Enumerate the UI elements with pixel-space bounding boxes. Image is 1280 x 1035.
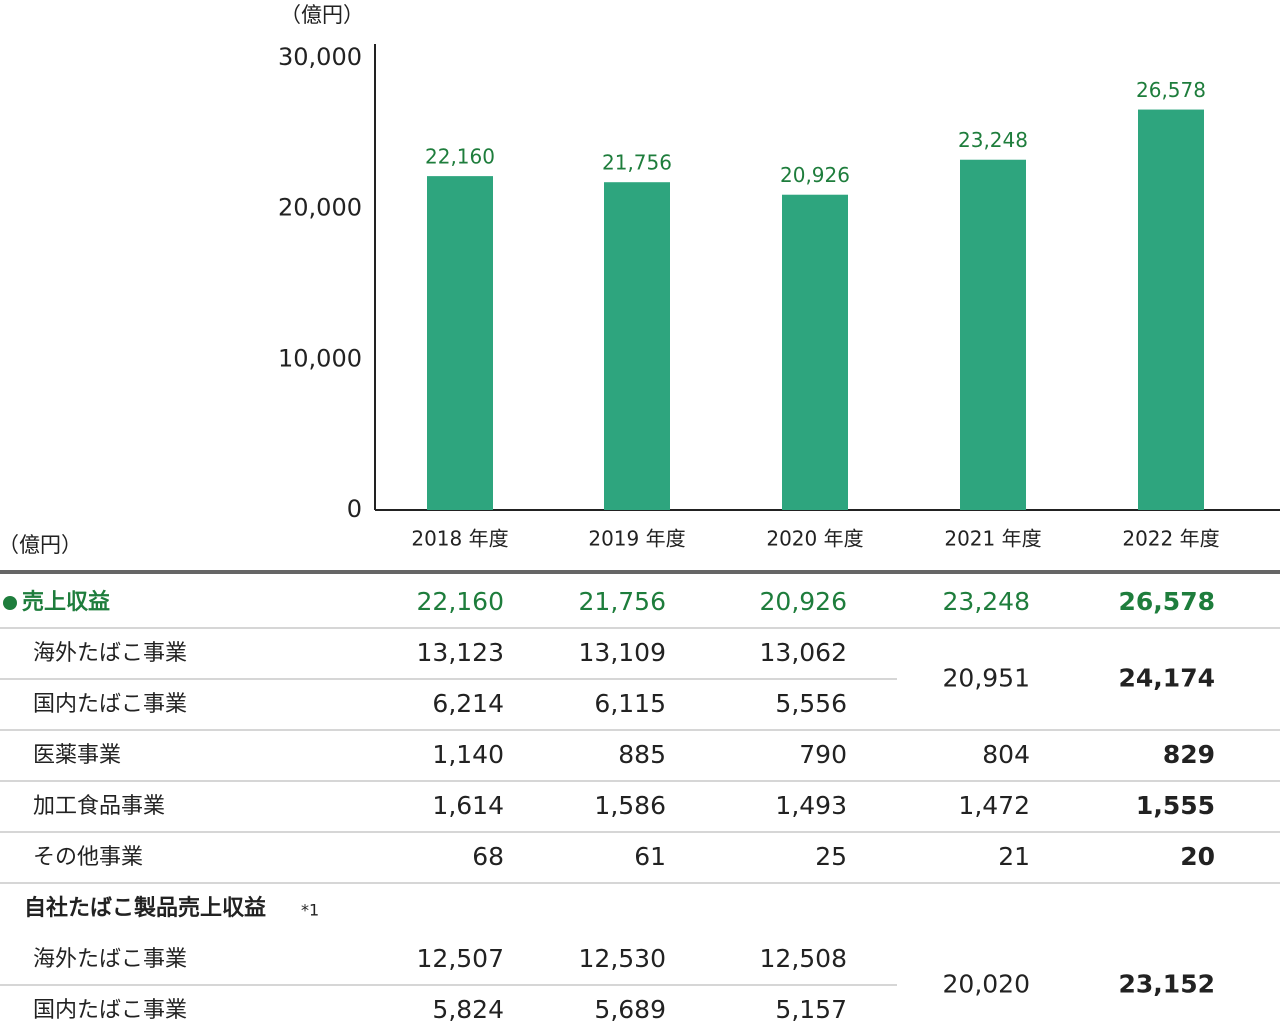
- bullet: [3, 596, 17, 610]
- table-cell: 25: [815, 842, 847, 871]
- table-cell: 885: [618, 740, 666, 769]
- table-cell: 61: [634, 842, 666, 871]
- y-tick-label: 0: [347, 495, 362, 523]
- x-tick-label: 2021 年度: [944, 527, 1041, 551]
- table-cell: 20: [1180, 842, 1215, 871]
- bar: [782, 194, 848, 510]
- table-cell: 13,062: [760, 638, 847, 667]
- row-label: 自社たばこ製品売上収益: [24, 895, 266, 921]
- table-cell: 20,951: [943, 664, 1030, 693]
- footnote-mark: *1: [301, 901, 319, 920]
- table-cell: 5,824: [432, 995, 504, 1024]
- table-cell: 21: [998, 842, 1030, 871]
- x-tick-label: 2018 年度: [411, 527, 508, 551]
- table-cell: 790: [799, 740, 847, 769]
- row-label: 加工食品事業: [33, 794, 165, 819]
- table-cell: 1,555: [1136, 791, 1215, 820]
- table-cell: 13,109: [579, 638, 666, 667]
- table-cell: 68: [472, 842, 504, 871]
- row-label: 国内たばこ事業: [33, 998, 187, 1023]
- table-cell: 5,157: [775, 995, 847, 1024]
- bar: [960, 159, 1026, 510]
- row-label: 医薬事業: [33, 743, 121, 768]
- bar: [427, 176, 493, 510]
- table-cell: 804: [982, 740, 1030, 769]
- table-cell: 12,530: [579, 944, 666, 973]
- table-cell: 12,507: [417, 944, 504, 973]
- table-cell: 5,689: [594, 995, 666, 1024]
- x-tick-label: 2020 年度: [766, 527, 863, 551]
- y-axis-label: （億円）: [280, 3, 364, 27]
- table-cell: 6,115: [594, 689, 666, 718]
- table-cell: 26,578: [1119, 587, 1215, 616]
- table-cell: 1,472: [958, 791, 1030, 820]
- table-cell: 1,586: [594, 791, 666, 820]
- row-label: その他事業: [33, 845, 143, 870]
- table-cell: 20,926: [760, 587, 847, 616]
- table-cell: 22,160: [417, 587, 504, 616]
- bar: [604, 182, 670, 510]
- x-tick-label: 2022 年度: [1122, 527, 1219, 551]
- table-cell: 23,152: [1119, 970, 1215, 999]
- table-cell: 5,556: [775, 689, 847, 718]
- row-label: 海外たばこ事業: [33, 641, 187, 666]
- value-label: 22,160: [425, 145, 495, 169]
- y-tick-label: 10,000: [278, 344, 362, 372]
- table-cell: 23,248: [943, 587, 1030, 616]
- table-cell: 13,123: [417, 638, 504, 667]
- table-unit: （億円）: [0, 533, 82, 557]
- table-cell: 20,020: [943, 970, 1030, 999]
- y-tick-label: 30,000: [278, 43, 362, 71]
- y-tick-label: 20,000: [278, 194, 362, 222]
- table-cell: 6,214: [432, 689, 504, 718]
- table-cell: 12,508: [760, 944, 847, 973]
- x-tick-label: 2019 年度: [588, 527, 685, 551]
- table-cell: 1,614: [432, 791, 504, 820]
- row-label: 国内たばこ事業: [33, 692, 187, 717]
- value-label: 21,756: [602, 151, 672, 175]
- table-cell: 21,756: [579, 587, 666, 616]
- row-label: 売上収益: [22, 589, 110, 615]
- table-cell: 24,174: [1119, 664, 1215, 693]
- table-cell: 829: [1163, 740, 1215, 769]
- table-cell: 1,140: [432, 740, 504, 769]
- bar: [1138, 109, 1204, 510]
- row-label: 海外たばこ事業: [33, 947, 187, 972]
- value-label: 23,248: [958, 128, 1028, 152]
- table-cell: 1,493: [775, 791, 847, 820]
- value-label: 20,926: [780, 163, 850, 187]
- value-label: 26,578: [1136, 78, 1206, 102]
